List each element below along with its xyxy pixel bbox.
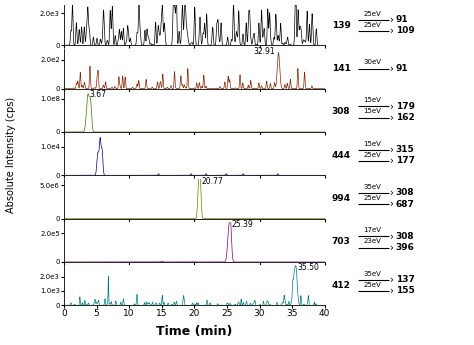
Text: 308: 308 — [396, 188, 414, 197]
Text: ›: › — [389, 101, 392, 111]
Text: 315: 315 — [396, 145, 415, 154]
Text: 25eV: 25eV — [363, 195, 381, 201]
Text: 17eV: 17eV — [363, 227, 381, 233]
Text: ›: › — [389, 275, 392, 285]
Text: 412: 412 — [332, 281, 351, 290]
Text: 25.39: 25.39 — [231, 220, 253, 229]
Text: 25eV: 25eV — [363, 10, 381, 17]
Text: 137: 137 — [396, 275, 415, 284]
Text: ›: › — [389, 243, 392, 253]
Text: 994: 994 — [332, 194, 351, 203]
Text: 179: 179 — [396, 102, 415, 111]
Text: 155: 155 — [396, 286, 415, 295]
Text: 162: 162 — [396, 113, 415, 122]
Text: 703: 703 — [332, 237, 351, 246]
Text: ›: › — [389, 231, 392, 241]
Text: 20.77: 20.77 — [201, 177, 223, 186]
Text: ›: › — [389, 14, 392, 24]
Text: 687: 687 — [396, 200, 415, 209]
Text: 308: 308 — [332, 107, 350, 116]
Text: Time (min): Time (min) — [156, 325, 233, 338]
Text: 25eV: 25eV — [363, 152, 381, 158]
Text: 139: 139 — [332, 21, 351, 30]
Text: 32.91: 32.91 — [254, 47, 275, 56]
Text: 35eV: 35eV — [363, 270, 381, 277]
Text: ›: › — [389, 63, 392, 73]
Text: Absolute Intensity (cps): Absolute Intensity (cps) — [6, 97, 16, 213]
Text: 15eV: 15eV — [363, 97, 381, 103]
Text: ›: › — [389, 26, 392, 36]
Text: ›: › — [389, 156, 392, 166]
Text: ›: › — [389, 145, 392, 155]
Text: 177: 177 — [396, 156, 415, 165]
Text: ›: › — [389, 199, 392, 209]
Text: 444: 444 — [332, 151, 351, 160]
Text: 25eV: 25eV — [363, 282, 381, 288]
Text: 15eV: 15eV — [363, 108, 381, 115]
Text: 23eV: 23eV — [363, 238, 381, 245]
Text: ›: › — [389, 286, 392, 296]
Text: ›: › — [389, 188, 392, 198]
Text: 25eV: 25eV — [363, 22, 381, 28]
Text: 308: 308 — [396, 232, 414, 241]
Text: 396: 396 — [396, 243, 415, 252]
Text: 141: 141 — [332, 64, 351, 73]
Text: 91: 91 — [396, 15, 409, 24]
Text: 35eV: 35eV — [363, 184, 381, 190]
Text: 30eV: 30eV — [363, 59, 381, 65]
Text: 109: 109 — [396, 26, 415, 35]
Text: 3.67: 3.67 — [90, 90, 107, 99]
Text: 15eV: 15eV — [363, 140, 381, 147]
Text: 35.50: 35.50 — [297, 264, 319, 273]
Text: ›: › — [389, 112, 392, 122]
Text: 91: 91 — [396, 64, 409, 73]
